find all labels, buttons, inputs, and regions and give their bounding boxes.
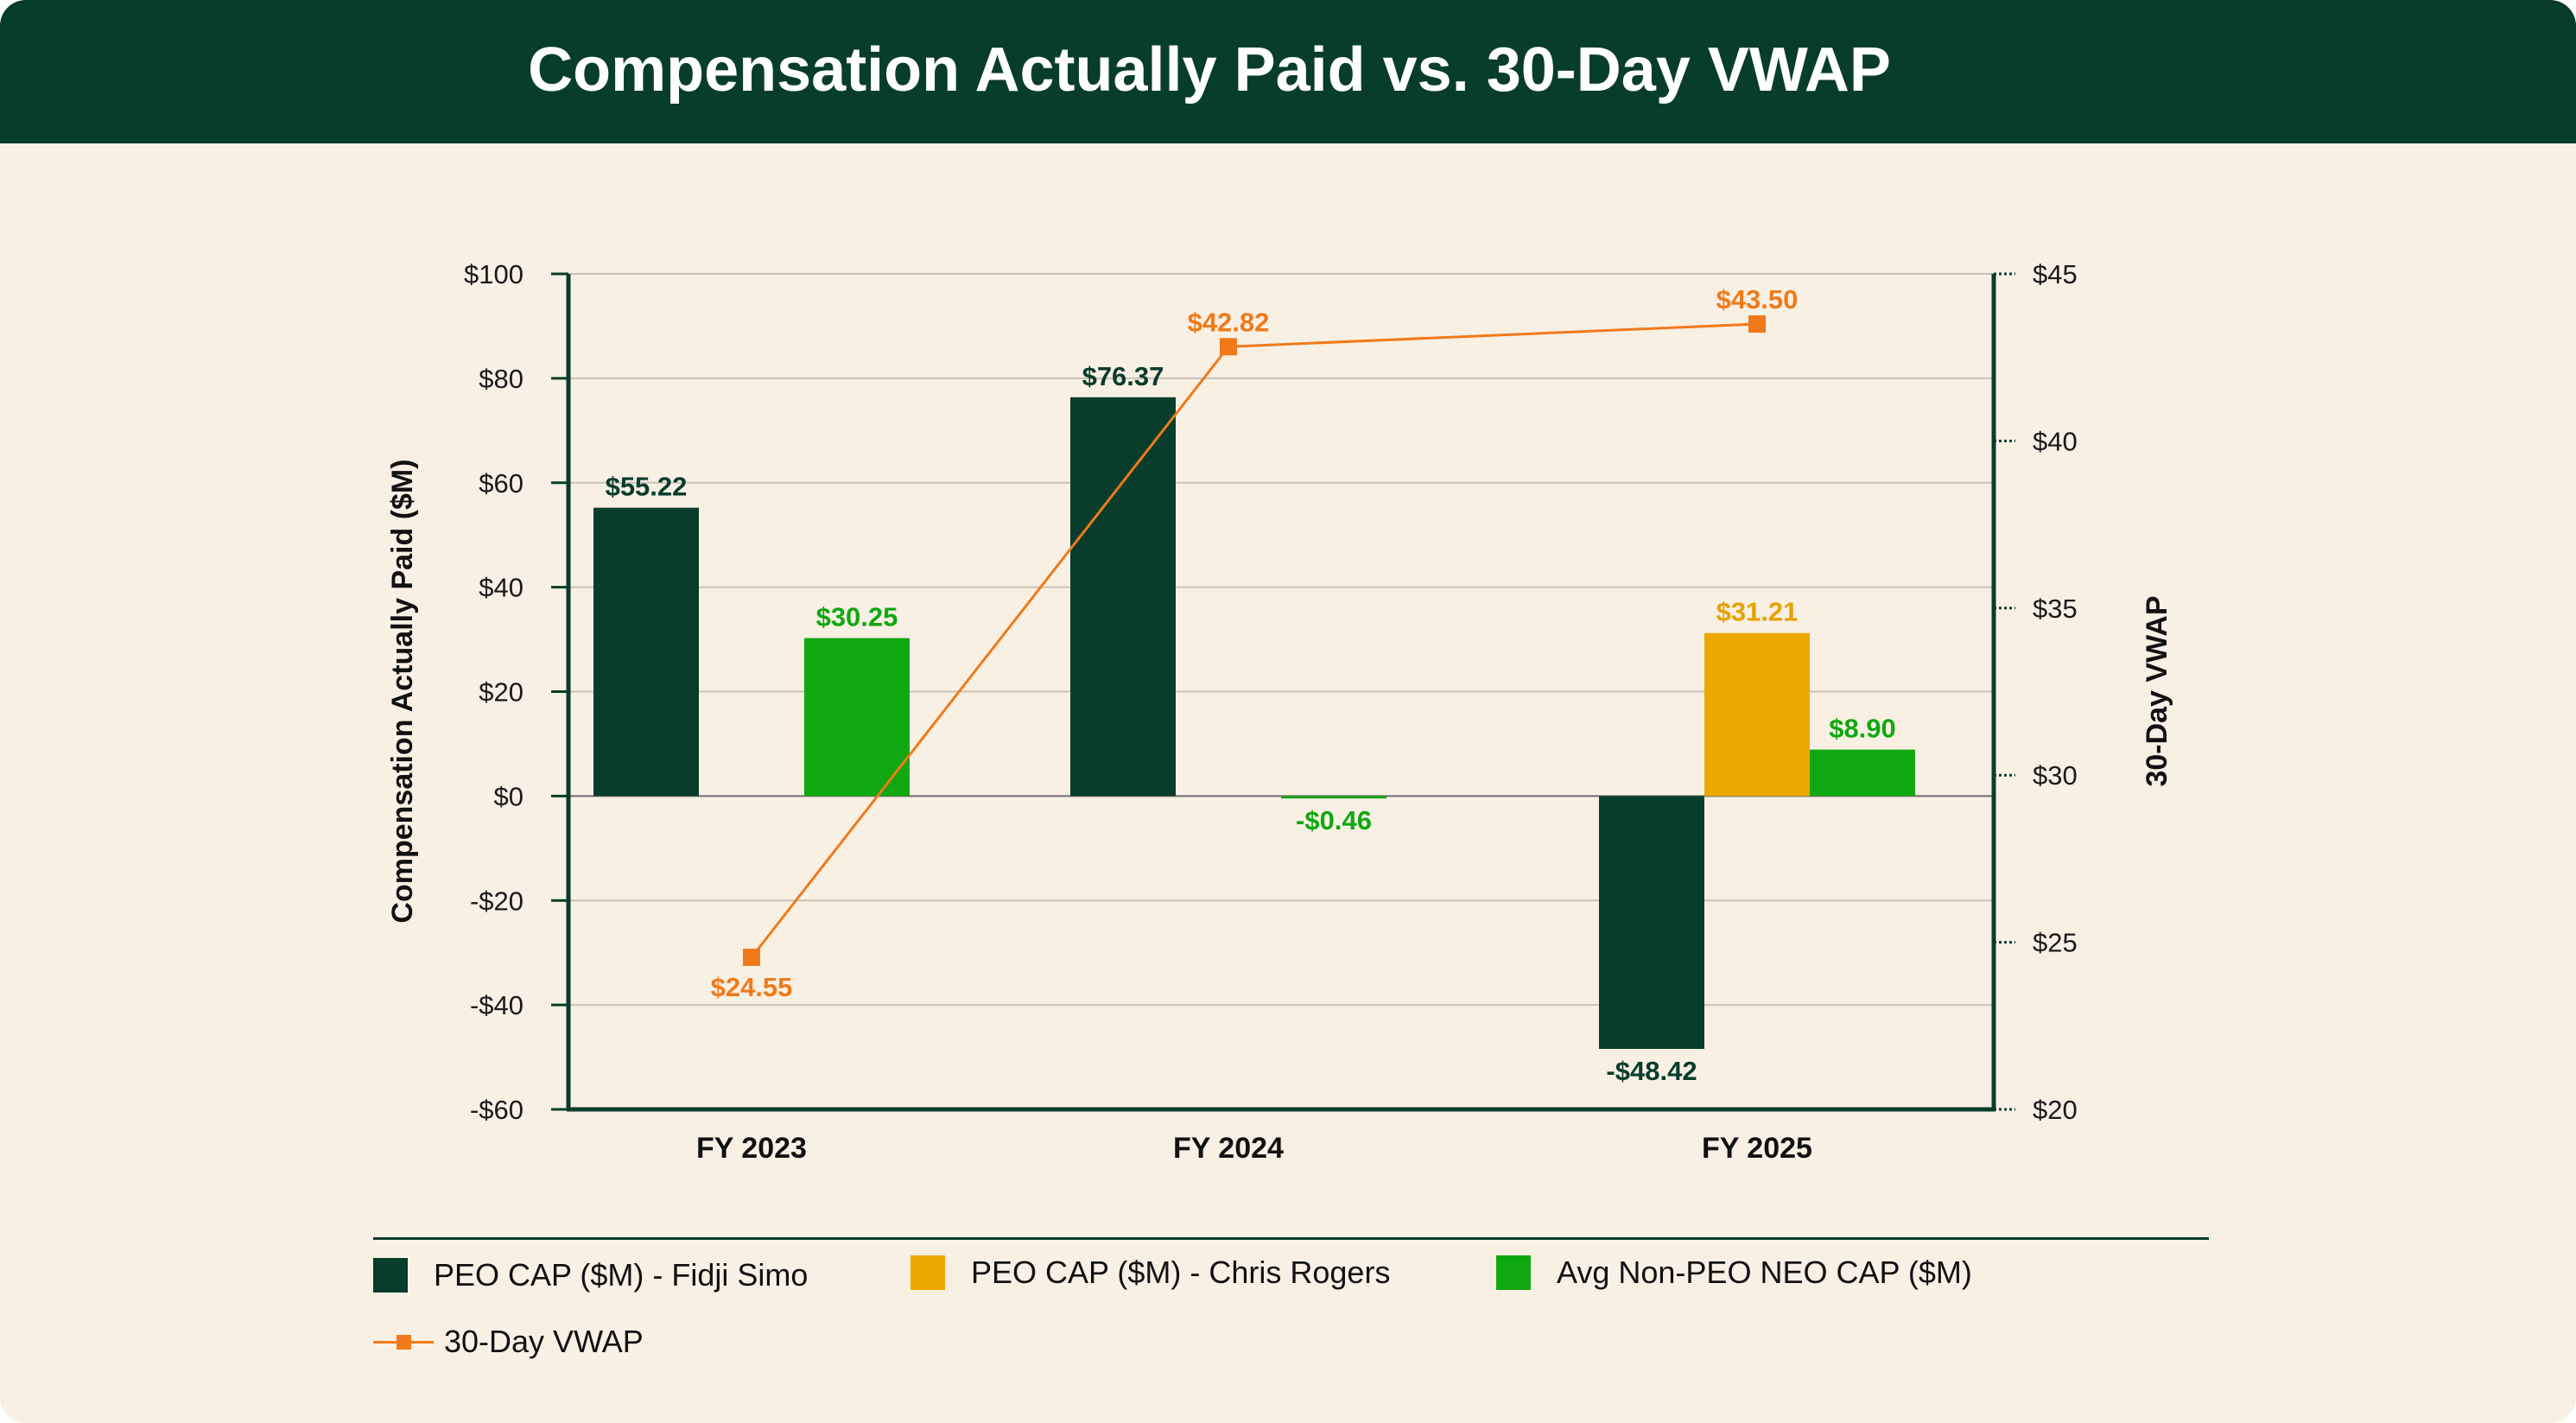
y2-tick-label: $45	[2033, 259, 2078, 289]
bar	[1599, 796, 1704, 1050]
legend-item-avg-non-peo: Avg Non-PEO NEO CAP ($M)	[1496, 1255, 1972, 1291]
legend-label-fidji-simo: PEO CAP ($M) - Fidji Simo	[434, 1257, 809, 1293]
legend-label-vwap: 30-Day VWAP	[444, 1324, 644, 1359]
legend-item-vwap: 30-Day VWAP	[373, 1324, 644, 1360]
legend-swatch-vwap	[373, 1325, 434, 1359]
y-tick-label: -$40	[470, 990, 523, 1020]
bar-data-label: $76.37	[1082, 361, 1164, 391]
x-tick-label: FY 2023	[696, 1132, 807, 1165]
bar	[1281, 796, 1386, 799]
bar-data-label: $31.21	[1716, 597, 1799, 627]
legend-label-avg-non-peo: Avg Non-PEO NEO CAP ($M)	[1557, 1255, 1972, 1290]
bar-data-label: -$0.46	[1296, 805, 1372, 835]
bar	[1704, 632, 1810, 797]
vwap-data-label: $43.50	[1716, 284, 1799, 314]
bar	[1810, 749, 1915, 797]
title-banner: Compensation Actually Paid vs. 30-Day VW…	[0, 0, 2576, 143]
legend-swatch-avg-non-peo	[1496, 1255, 1531, 1290]
legend-label-chris-rogers: PEO CAP ($M) - Chris Rogers	[971, 1255, 1391, 1290]
x-tick-label: FY 2025	[1702, 1132, 1812, 1165]
y-tick-label: $80	[479, 364, 523, 394]
bar-data-label: $55.22	[606, 472, 688, 502]
legend-divider	[373, 1237, 2209, 1240]
data-labels: $55.22 $76.37 -$48.42 $31.21 $30.25 -$0.46 $8.…	[606, 284, 1896, 1086]
y2-axis-ticks: $20 $25 $30 $35 $40 $45	[1994, 259, 2078, 1125]
chart-title: Compensation Actually Paid vs. 30-Day VW…	[528, 35, 1891, 105]
legend-swatch-chris-rogers	[910, 1255, 945, 1290]
bar-data-label: -$48.42	[1606, 1056, 1697, 1086]
category-labels: FY 2023 FY 2024 FY 2025	[696, 1132, 1812, 1165]
vwap-data-label: $24.55	[711, 972, 793, 1002]
y2-axis-title: 30-Day VWAP	[2141, 595, 2173, 786]
y2-tick-label: $20	[2033, 1095, 2078, 1125]
y-tick-label: $60	[479, 468, 523, 499]
legend-item-fidji-simo: PEO CAP ($M) - Fidji Simo	[373, 1257, 808, 1293]
bar	[1070, 397, 1176, 797]
y2-tick-label: $30	[2033, 760, 2078, 791]
y2-tick-label: $25	[2033, 928, 2078, 958]
y2-tick-label: $40	[2033, 426, 2078, 456]
legend-item-chris-rogers: PEO CAP ($M) - Chris Rogers	[910, 1255, 1390, 1291]
y2-tick-label: $35	[2033, 594, 2078, 624]
y-tick-label: $100	[464, 259, 523, 289]
vwap-point	[743, 949, 760, 967]
y-tick-label: $40	[479, 573, 523, 603]
y-axis-ticks: -$60 -$40 -$20 $0 $20 $40 $60 $80 $100	[464, 259, 568, 1125]
bar	[804, 638, 910, 797]
bar-data-label: $30.25	[816, 602, 898, 632]
vwap-data-label: $42.82	[1188, 307, 1270, 337]
combo-chart: -$60 -$40 -$20 $0 $20 $40 $60 $80 $100 $20 $25 $30…	[386, 259, 2173, 1165]
vwap-point	[1220, 338, 1237, 356]
bar	[593, 507, 699, 797]
vwap-point	[1748, 315, 1766, 334]
y-tick-label: -$60	[470, 1095, 523, 1125]
y-tick-label: -$20	[470, 886, 523, 916]
bar-series	[593, 397, 1915, 1050]
y-tick-label: $20	[479, 677, 523, 708]
y-axis-title: Compensation Actually Paid ($M)	[386, 459, 419, 923]
legend-swatch-fidji-simo	[373, 1258, 408, 1293]
y-tick-label: $0	[494, 781, 523, 811]
bar-data-label: $8.90	[1829, 714, 1896, 744]
vwap-line-series	[743, 315, 1766, 967]
x-tick-label: FY 2024	[1173, 1132, 1284, 1165]
